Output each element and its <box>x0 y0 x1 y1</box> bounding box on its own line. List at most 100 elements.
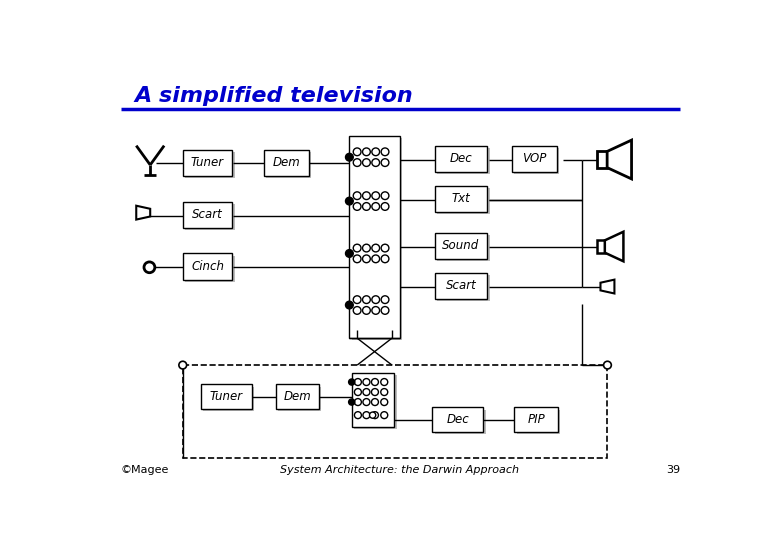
Circle shape <box>346 301 353 309</box>
Circle shape <box>381 192 389 200</box>
Circle shape <box>353 255 361 262</box>
Circle shape <box>363 389 370 395</box>
Bar <box>434 273 488 299</box>
Bar <box>276 384 319 409</box>
Circle shape <box>372 202 380 211</box>
Bar <box>517 410 560 434</box>
Circle shape <box>363 379 370 386</box>
Circle shape <box>372 244 380 252</box>
Bar <box>437 188 490 214</box>
Circle shape <box>363 192 370 200</box>
Circle shape <box>381 202 389 211</box>
Bar <box>183 365 608 457</box>
Bar <box>434 186 488 212</box>
Bar <box>349 136 399 338</box>
Circle shape <box>372 255 380 262</box>
Bar <box>437 148 490 174</box>
Bar <box>183 150 232 176</box>
Text: Cinch: Cinch <box>191 260 224 273</box>
Circle shape <box>363 296 370 303</box>
Circle shape <box>381 411 388 418</box>
Bar <box>183 253 232 280</box>
Bar <box>352 373 395 427</box>
Circle shape <box>363 307 370 314</box>
Bar <box>512 146 557 172</box>
Circle shape <box>353 202 361 211</box>
Circle shape <box>381 148 389 156</box>
Bar <box>185 152 235 178</box>
Circle shape <box>371 379 378 386</box>
Circle shape <box>381 159 389 166</box>
Polygon shape <box>607 140 632 179</box>
Bar <box>267 152 311 178</box>
Text: System Architecture: the Darwin Approach: System Architecture: the Darwin Approach <box>280 465 519 475</box>
Bar <box>354 375 397 429</box>
Bar <box>278 387 321 411</box>
Text: Dec: Dec <box>449 152 473 165</box>
Circle shape <box>381 244 389 252</box>
Circle shape <box>372 296 380 303</box>
Circle shape <box>363 411 370 418</box>
Bar <box>264 150 309 176</box>
Text: 39: 39 <box>666 465 680 475</box>
Bar <box>437 235 490 261</box>
Circle shape <box>354 379 361 386</box>
Circle shape <box>372 159 380 166</box>
Polygon shape <box>136 206 151 220</box>
Circle shape <box>346 197 353 205</box>
Text: Sound: Sound <box>442 239 480 252</box>
Circle shape <box>363 148 370 156</box>
Circle shape <box>363 244 370 252</box>
Bar <box>185 256 235 282</box>
Circle shape <box>349 399 355 405</box>
Bar <box>437 275 490 301</box>
Circle shape <box>381 255 389 262</box>
Bar <box>185 204 235 231</box>
Text: PIP: PIP <box>527 413 545 426</box>
Circle shape <box>144 262 155 273</box>
Circle shape <box>363 399 370 406</box>
Circle shape <box>179 361 186 369</box>
Circle shape <box>353 296 361 303</box>
Bar <box>432 408 484 432</box>
Circle shape <box>370 412 376 418</box>
Circle shape <box>353 192 361 200</box>
Circle shape <box>371 389 378 395</box>
Bar <box>200 384 252 409</box>
Polygon shape <box>601 280 615 294</box>
Circle shape <box>371 411 378 418</box>
Circle shape <box>354 389 361 395</box>
Circle shape <box>372 192 380 200</box>
Text: VOP: VOP <box>523 152 547 165</box>
Circle shape <box>346 153 353 161</box>
Text: ©Magee: ©Magee <box>121 465 169 475</box>
Text: Scart: Scart <box>445 279 477 292</box>
Text: Txt: Txt <box>452 192 470 205</box>
Text: Dec: Dec <box>446 413 470 426</box>
Text: A simplified television: A simplified television <box>135 86 413 106</box>
Bar <box>434 410 486 434</box>
Circle shape <box>381 399 388 406</box>
Circle shape <box>372 307 380 314</box>
Circle shape <box>363 255 370 262</box>
Bar <box>434 146 488 172</box>
Circle shape <box>604 361 612 369</box>
Text: Dem: Dem <box>273 156 300 169</box>
Bar <box>203 387 254 411</box>
Polygon shape <box>604 232 623 261</box>
Bar <box>183 202 232 228</box>
Circle shape <box>353 159 361 166</box>
Bar <box>597 151 607 167</box>
Bar <box>434 233 488 259</box>
Circle shape <box>353 244 361 252</box>
Circle shape <box>372 148 380 156</box>
Circle shape <box>353 307 361 314</box>
Circle shape <box>381 307 389 314</box>
Text: Scart: Scart <box>192 208 223 221</box>
Circle shape <box>353 148 361 156</box>
Circle shape <box>371 399 378 406</box>
Circle shape <box>363 202 370 211</box>
Text: Tuner: Tuner <box>210 390 243 403</box>
Circle shape <box>346 249 353 257</box>
Bar <box>597 240 604 253</box>
